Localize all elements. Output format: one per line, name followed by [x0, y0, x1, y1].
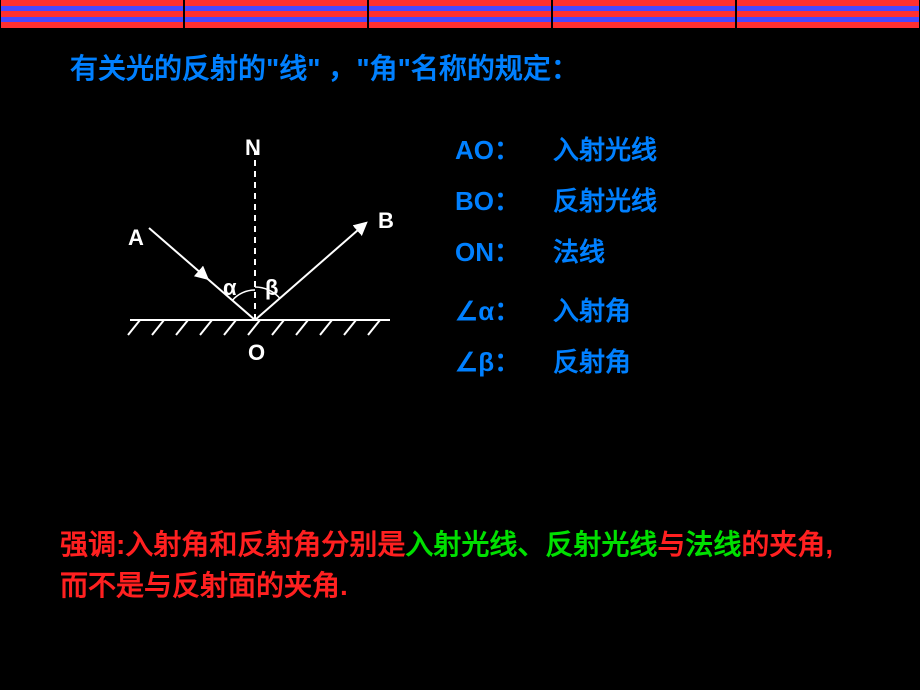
emphasis-g2: 法线 — [685, 529, 741, 560]
label-A: A — [128, 225, 144, 251]
definition-row: ON：法线 — [455, 232, 657, 269]
def-value: 反射角 — [553, 342, 631, 379]
reflection-diagram: N A B O α β — [90, 130, 420, 400]
label-beta: β — [265, 275, 278, 301]
border-segment — [185, 0, 367, 28]
def-label: AO： — [455, 130, 545, 167]
def-value: 法线 — [553, 232, 605, 269]
border-segment — [1, 0, 183, 28]
def-value: 反射光线 — [553, 181, 657, 218]
border-segment — [737, 0, 919, 28]
def-label: ∠β： — [455, 342, 545, 379]
def-value: 入射光线 — [553, 130, 657, 167]
border-segment — [553, 0, 735, 28]
slide-title: 有关光的反射的"线" ，"角"名称的规定： — [70, 48, 790, 90]
emphasis-p1: 入射角和反射角分别是 — [125, 529, 405, 560]
definition-row: ∠α：入射角 — [455, 291, 657, 328]
top-border-stripes — [0, 0, 920, 28]
emphasis-p2: 与 — [657, 529, 685, 560]
border-segment — [369, 0, 551, 28]
emphasis-lead: 强调: — [60, 529, 125, 560]
definition-row: BO：反射光线 — [455, 181, 657, 218]
definition-row: AO：入射光线 — [455, 130, 657, 167]
def-value: 入射角 — [553, 291, 631, 328]
def-label: BO： — [455, 181, 545, 218]
def-label: ON： — [455, 232, 545, 269]
label-O: O — [248, 340, 265, 366]
emphasis-note: 强调:入射角和反射角分别是入射光线、反射光线与法线的夹角,而不是与反射面的夹角. — [60, 525, 860, 606]
label-alpha: α — [223, 275, 237, 301]
definition-row: ∠β：反射角 — [455, 342, 657, 379]
def-label: ∠α： — [455, 291, 545, 328]
definitions-list: AO：入射光线BO：反射光线ON：法线 ∠α：入射角∠β：反射角 — [455, 130, 657, 393]
label-N: N — [245, 135, 261, 161]
label-B: B — [378, 208, 394, 234]
emphasis-g1: 入射光线、反射光线 — [405, 529, 657, 560]
